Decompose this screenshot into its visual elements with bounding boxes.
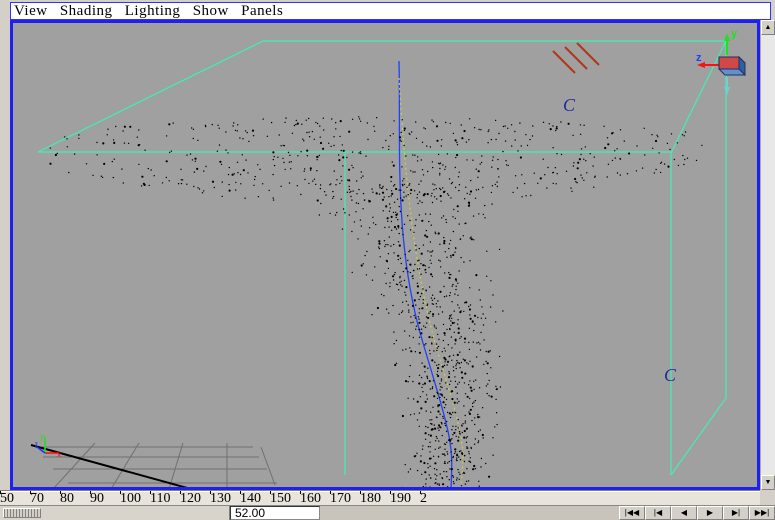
- tick: 170: [330, 491, 360, 506]
- svg-text:y: y: [40, 433, 44, 441]
- funnel-curve: [399, 61, 452, 487]
- playback-spacer: [320, 506, 619, 520]
- menu-panels[interactable]: Panels: [241, 3, 283, 19]
- tick: 50: [0, 491, 30, 506]
- svg-text:z: z: [696, 52, 702, 64]
- field-arrows-icon: [553, 43, 599, 73]
- playback-bar: |◀◀ |◀ ◀ ▶ ▶| ▶▶|: [0, 505, 775, 520]
- tick: 110: [150, 491, 180, 506]
- play-back-button[interactable]: ◀: [671, 506, 697, 520]
- tick: 130: [210, 491, 240, 506]
- svg-text:x: x: [57, 450, 61, 457]
- tick: 150: [270, 491, 300, 506]
- scroll-down-icon[interactable]: ▼: [761, 475, 775, 490]
- viewport-menubar: View Shading Lighting Show Panels: [10, 2, 771, 20]
- svg-text:z: z: [35, 440, 38, 449]
- tick: 90: [90, 491, 120, 506]
- go-end-button[interactable]: ▶▶|: [749, 506, 775, 520]
- tick: 70: [30, 491, 60, 506]
- range-thumb[interactable]: [3, 508, 41, 518]
- menu-shading[interactable]: Shading: [60, 3, 113, 19]
- menu-show[interactable]: Show: [193, 3, 229, 19]
- tick: 140: [240, 491, 270, 506]
- range-slider[interactable]: [0, 506, 230, 520]
- timeline-ruler[interactable]: 507080901001101201301401501601701801902: [0, 490, 760, 506]
- scroll-up-icon[interactable]: ▲: [761, 20, 775, 35]
- tick: 2: [420, 491, 450, 506]
- funnel-curve-guide: [399, 78, 463, 487]
- tick: 180: [360, 491, 390, 506]
- axis-gizmo-icon: x y z: [35, 433, 63, 457]
- menu-lighting[interactable]: Lighting: [125, 3, 181, 19]
- step-back-button[interactable]: |◀: [645, 506, 671, 520]
- viewport[interactable]: C C x y z y z: [13, 23, 757, 487]
- current-frame-field[interactable]: [230, 506, 320, 520]
- viewport-panel[interactable]: C C x y z y z: [10, 20, 760, 490]
- view-cube-icon[interactable]: y z: [695, 27, 753, 97]
- camera-label: C: [563, 95, 575, 116]
- vertical-scrollbar[interactable]: ▲ ▼: [760, 20, 775, 490]
- tick: 120: [180, 491, 210, 506]
- tick: 190: [390, 491, 420, 506]
- particle-cloud: [13, 23, 757, 487]
- camera-label: C: [664, 365, 676, 386]
- tick: 80: [60, 491, 90, 506]
- svg-text:y: y: [731, 28, 738, 40]
- ground-grid: [31, 443, 277, 487]
- step-fwd-button[interactable]: ▶|: [723, 506, 749, 520]
- menu-view[interactable]: View: [14, 3, 48, 19]
- tick: 160: [300, 491, 330, 506]
- go-start-button[interactable]: |◀◀: [619, 506, 645, 520]
- tick: 100: [120, 491, 150, 506]
- scene-wireframe: [13, 23, 757, 487]
- play-fwd-button[interactable]: ▶: [697, 506, 723, 520]
